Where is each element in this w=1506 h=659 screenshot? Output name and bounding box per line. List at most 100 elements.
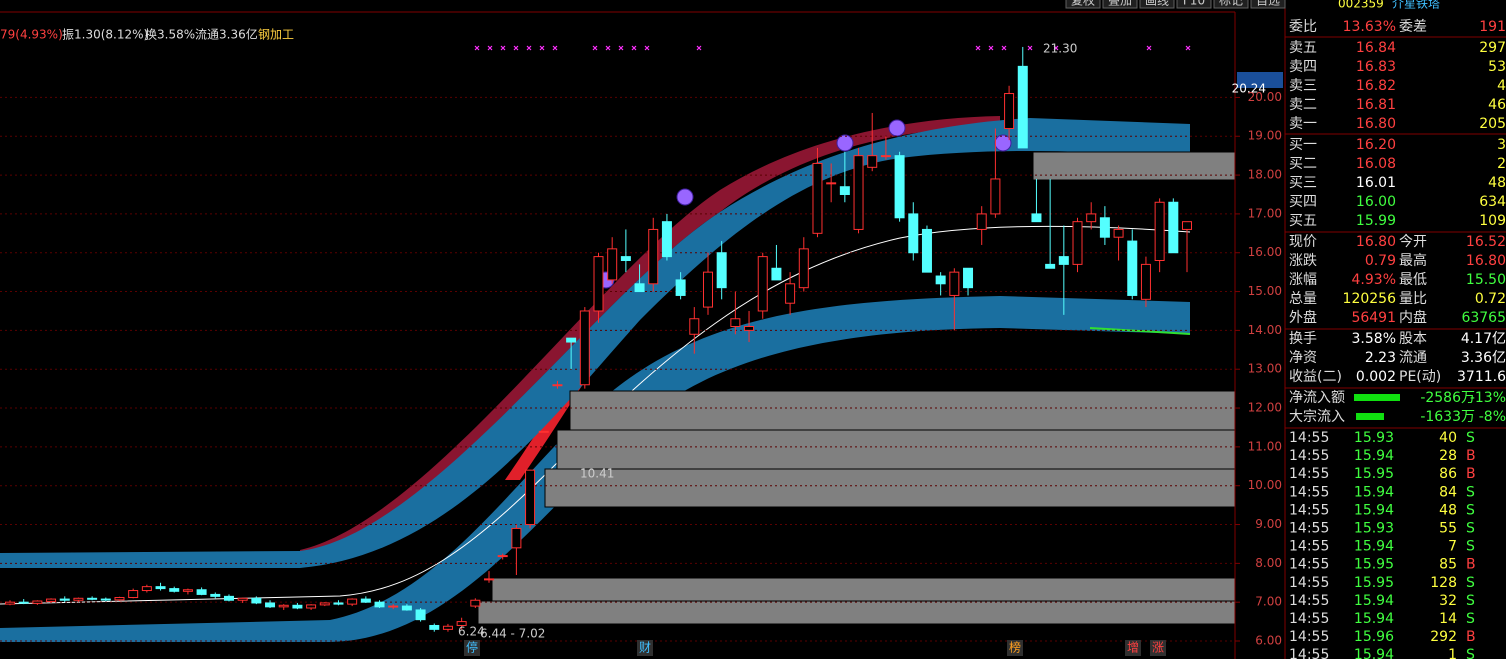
candle-body — [223, 595, 234, 601]
trade-price: 15.95 — [1354, 466, 1394, 482]
candle-body — [1127, 240, 1138, 296]
candle-body — [634, 283, 645, 293]
candle-body — [826, 182, 837, 185]
book-label: 卖四 — [1289, 59, 1317, 75]
info-item: 流通3.36亿 — [195, 27, 258, 42]
toolbar-button[interactable] — [1139, 0, 1175, 9]
candle-body — [812, 162, 823, 234]
candle-body — [169, 588, 180, 592]
trade-side: S — [1466, 611, 1475, 627]
book-price: 16.81 — [1356, 97, 1396, 113]
candle-body — [32, 600, 43, 604]
trade-price: 15.93 — [1354, 521, 1394, 537]
candle-body — [456, 621, 467, 626]
toolbar-button[interactable] — [1213, 0, 1249, 9]
candle-body — [1113, 228, 1124, 238]
flow-bar — [1356, 413, 1384, 420]
book-volume: 53 — [1488, 59, 1506, 75]
trade-side: B — [1466, 629, 1476, 645]
trade-time: 14:55 — [1289, 611, 1329, 627]
candle-body — [442, 625, 453, 630]
y-tick-label: 13.00 — [1248, 362, 1282, 376]
stat-value: 0.002 — [1356, 369, 1396, 385]
info-item: 钢加工 — [258, 28, 294, 42]
trade-price: 15.94 — [1354, 593, 1394, 609]
trade-volume: 14 — [1439, 611, 1457, 627]
candle-body — [210, 593, 221, 597]
candle-body — [757, 256, 768, 312]
toolbar-label: 自选 — [1256, 0, 1280, 8]
candle-body — [1072, 221, 1083, 265]
toolbar-button[interactable] — [1176, 0, 1212, 9]
stat-value: 3711.6 — [1457, 369, 1506, 385]
book-volume: 48 — [1488, 175, 1506, 191]
trade-volume: 48 — [1439, 502, 1457, 518]
stat-value: 3.36亿 — [1461, 350, 1506, 366]
candle-body — [867, 155, 878, 168]
book-price: 16.83 — [1356, 59, 1396, 75]
candle-body — [785, 283, 796, 304]
trade-side: S — [1466, 430, 1475, 446]
chip-zones — [477, 151, 1236, 625]
price-annotation: 6.44 - 7.02 — [480, 627, 545, 641]
candle-body — [1154, 201, 1165, 261]
y-tick-label: 8.00 — [1255, 556, 1282, 570]
stat-label: 收益(二) — [1289, 369, 1342, 385]
trade-volume: 32 — [1439, 593, 1457, 609]
trade-time: 14:55 — [1289, 430, 1329, 446]
candle-body — [306, 604, 317, 609]
event-marker: 财 — [639, 641, 651, 655]
trade-time: 14:55 — [1289, 629, 1329, 645]
stock-name: 介星铁塔 — [1392, 0, 1440, 11]
event-marker-bg — [1150, 640, 1166, 656]
candle-body — [128, 590, 139, 599]
candle-body — [1168, 201, 1179, 254]
flow-bar — [1354, 394, 1400, 401]
candle-body — [155, 586, 166, 590]
event-marker-bg — [1007, 640, 1023, 656]
candle-body — [46, 598, 57, 602]
candle-body — [689, 318, 700, 335]
trade-volume: 84 — [1439, 484, 1457, 500]
y-tick-label: 7.00 — [1255, 595, 1282, 609]
moving-average — [0, 225, 1191, 605]
stat-value: 15.50 — [1466, 272, 1506, 288]
trade-price: 15.94 — [1354, 448, 1394, 464]
candle-body — [1140, 263, 1151, 300]
y-tick-label: 9.00 — [1255, 517, 1282, 531]
toolbar-button[interactable] — [1102, 0, 1138, 9]
trade-time: 14:55 — [1289, 575, 1329, 591]
candle-body — [59, 598, 70, 601]
stat-label: 量比 — [1399, 291, 1427, 307]
stat-label: 涨跌 — [1289, 253, 1317, 269]
trade-price: 15.94 — [1354, 539, 1394, 555]
toolbar-button[interactable] — [1065, 0, 1101, 9]
y-tick-label: 17.00 — [1248, 206, 1282, 220]
flow-pct: -13% — [1470, 390, 1506, 406]
candle-body — [661, 221, 672, 258]
toolbar-label: 标记 — [1219, 0, 1243, 8]
trade-time: 14:55 — [1289, 502, 1329, 518]
trade-time: 14:55 — [1289, 647, 1329, 659]
stat-label: 流通 — [1399, 350, 1427, 366]
book-price: 15.99 — [1356, 213, 1396, 229]
candle-body — [1004, 93, 1015, 129]
candle-body — [744, 326, 755, 331]
trade-price: 15.94 — [1354, 647, 1394, 659]
stat-label: 最高 — [1399, 252, 1427, 269]
event-marker: 涨 — [1152, 640, 1164, 655]
signal-crosses — [474, 45, 1191, 51]
trade-price: 15.96 — [1354, 629, 1394, 645]
trade-volume: 28 — [1439, 448, 1457, 464]
candle-body — [839, 186, 850, 195]
toolbar-button[interactable] — [1250, 0, 1286, 9]
y-tick-label: 10.00 — [1248, 478, 1282, 492]
info-item: 振1.30(8.12%) — [62, 28, 148, 42]
book-label: 买五 — [1289, 213, 1317, 229]
y-tick-label: 19.00 — [1248, 129, 1282, 143]
flow-value: -2586万 — [1420, 390, 1475, 406]
book-volume: 46 — [1488, 97, 1506, 113]
y-tick-label: 20.00 — [1248, 90, 1282, 104]
event-marker-bg — [637, 640, 653, 656]
